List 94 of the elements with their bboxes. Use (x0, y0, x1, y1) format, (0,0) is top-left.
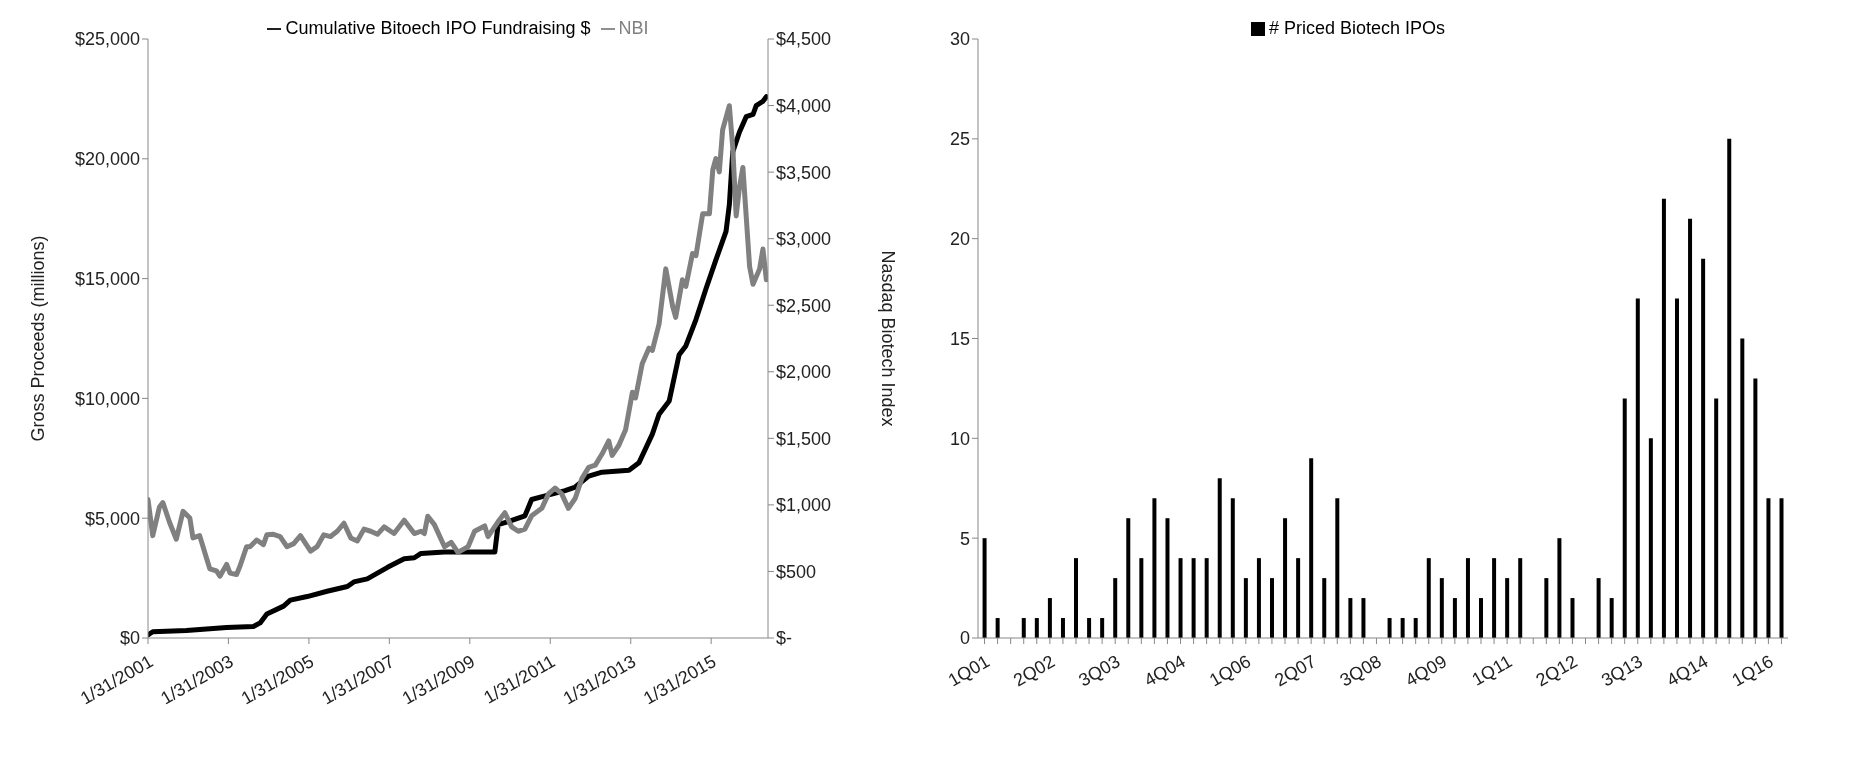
bar (1465, 558, 1470, 638)
bar (1635, 298, 1640, 638)
y2-tick-label: $3,000 (776, 229, 832, 250)
x-tick-label: 4Q14 (1663, 651, 1712, 691)
legend-label: # Priced Biotech IPOs (1268, 18, 1446, 38)
bar (1596, 578, 1601, 638)
bar (1100, 618, 1105, 638)
bar (1322, 578, 1327, 638)
x-tick-label: 3Q13 (1597, 651, 1647, 691)
bar (1426, 558, 1431, 638)
bar (995, 618, 1000, 638)
bar (1191, 558, 1196, 638)
bar (1479, 598, 1484, 638)
bar (982, 538, 987, 638)
bar (1779, 498, 1784, 638)
bar (1204, 558, 1209, 638)
y2-tick-label: $- (776, 628, 793, 649)
y-axis-title: Gross Proceeds (millions) (28, 235, 49, 442)
bar (1021, 618, 1026, 638)
bar (1518, 558, 1523, 638)
y2-tick-label: $4,500 (776, 29, 832, 50)
y-tick-label: $20,000 (74, 149, 140, 170)
bar (1452, 598, 1457, 638)
y-tick-label: 30 (949, 29, 970, 50)
y2-tick-label: $2,000 (776, 362, 832, 383)
bar (1047, 598, 1052, 638)
legend-label: NBI (618, 18, 649, 38)
y-tick-label: 15 (949, 328, 970, 349)
bar (1087, 618, 1092, 638)
bar (1034, 618, 1039, 638)
bar (1701, 258, 1706, 638)
bar (1609, 598, 1614, 638)
y2-tick-label: $4,000 (776, 95, 832, 116)
y-tick-label: 10 (949, 428, 970, 449)
bar (1126, 518, 1131, 638)
bar (1570, 598, 1575, 638)
y-tick-label: 20 (949, 229, 970, 250)
y-tick-label: 5 (959, 528, 970, 549)
bar (1296, 558, 1301, 638)
bar (1152, 498, 1157, 638)
y-tick-label: $0 (119, 628, 140, 649)
x-tick-label: 3Q08 (1336, 651, 1385, 691)
x-tick-label: 3Q03 (1075, 651, 1124, 691)
bar (1074, 558, 1079, 638)
bar (1217, 478, 1222, 638)
bar (1178, 558, 1183, 638)
y-tick-label: $15,000 (74, 268, 140, 289)
bar (1505, 578, 1510, 638)
y2-tick-label: $2,500 (776, 295, 832, 316)
bar (1165, 518, 1170, 638)
y-tick-label: 25 (949, 129, 970, 150)
y2-tick-label: $1,500 (776, 428, 832, 449)
bar (1230, 498, 1235, 638)
bar (1727, 138, 1732, 638)
x-tick-label: 1Q11 (1468, 651, 1516, 690)
bar (1439, 578, 1444, 638)
bar (1243, 578, 1248, 638)
bar (1544, 578, 1549, 638)
bar (1269, 578, 1274, 638)
y-tick-label: $5,000 (84, 508, 140, 529)
x-tick-label: 1Q01 (944, 651, 993, 691)
x-tick-label: 4Q04 (1140, 651, 1189, 691)
bar (1309, 458, 1314, 638)
bar (1674, 298, 1679, 638)
y2-tick-label: $500 (776, 561, 817, 582)
x-tick-label: 4Q09 (1401, 651, 1451, 691)
y-tick-label: $25,000 (74, 29, 140, 50)
y-tick-label: 0 (959, 628, 970, 649)
bar (1648, 438, 1653, 638)
bar (1113, 578, 1118, 638)
bar (1060, 618, 1065, 638)
y2-axis-title: Nasdaq Biotech Index (877, 250, 898, 427)
bar (1139, 558, 1144, 638)
bar (1688, 218, 1693, 638)
bar (1557, 538, 1562, 638)
bar (1661, 198, 1666, 638)
y2-tick-label: $3,500 (776, 162, 832, 183)
bar (1400, 618, 1405, 638)
bar (1753, 378, 1758, 638)
bar (1361, 598, 1366, 638)
bar (1335, 498, 1340, 638)
bar (1622, 398, 1627, 638)
y-tick-label: $10,000 (74, 388, 140, 409)
bar (1413, 618, 1418, 638)
bar (1348, 598, 1353, 638)
bar (1256, 558, 1261, 638)
bar (1766, 498, 1771, 638)
bar (1387, 618, 1392, 638)
legend-label: Cumulative Bitoech IPO Fundraising $ (285, 18, 591, 38)
bar (1740, 338, 1745, 638)
bar (1714, 398, 1719, 638)
bar (1492, 558, 1497, 638)
bar (1283, 518, 1288, 638)
y2-tick-label: $1,000 (776, 495, 832, 516)
